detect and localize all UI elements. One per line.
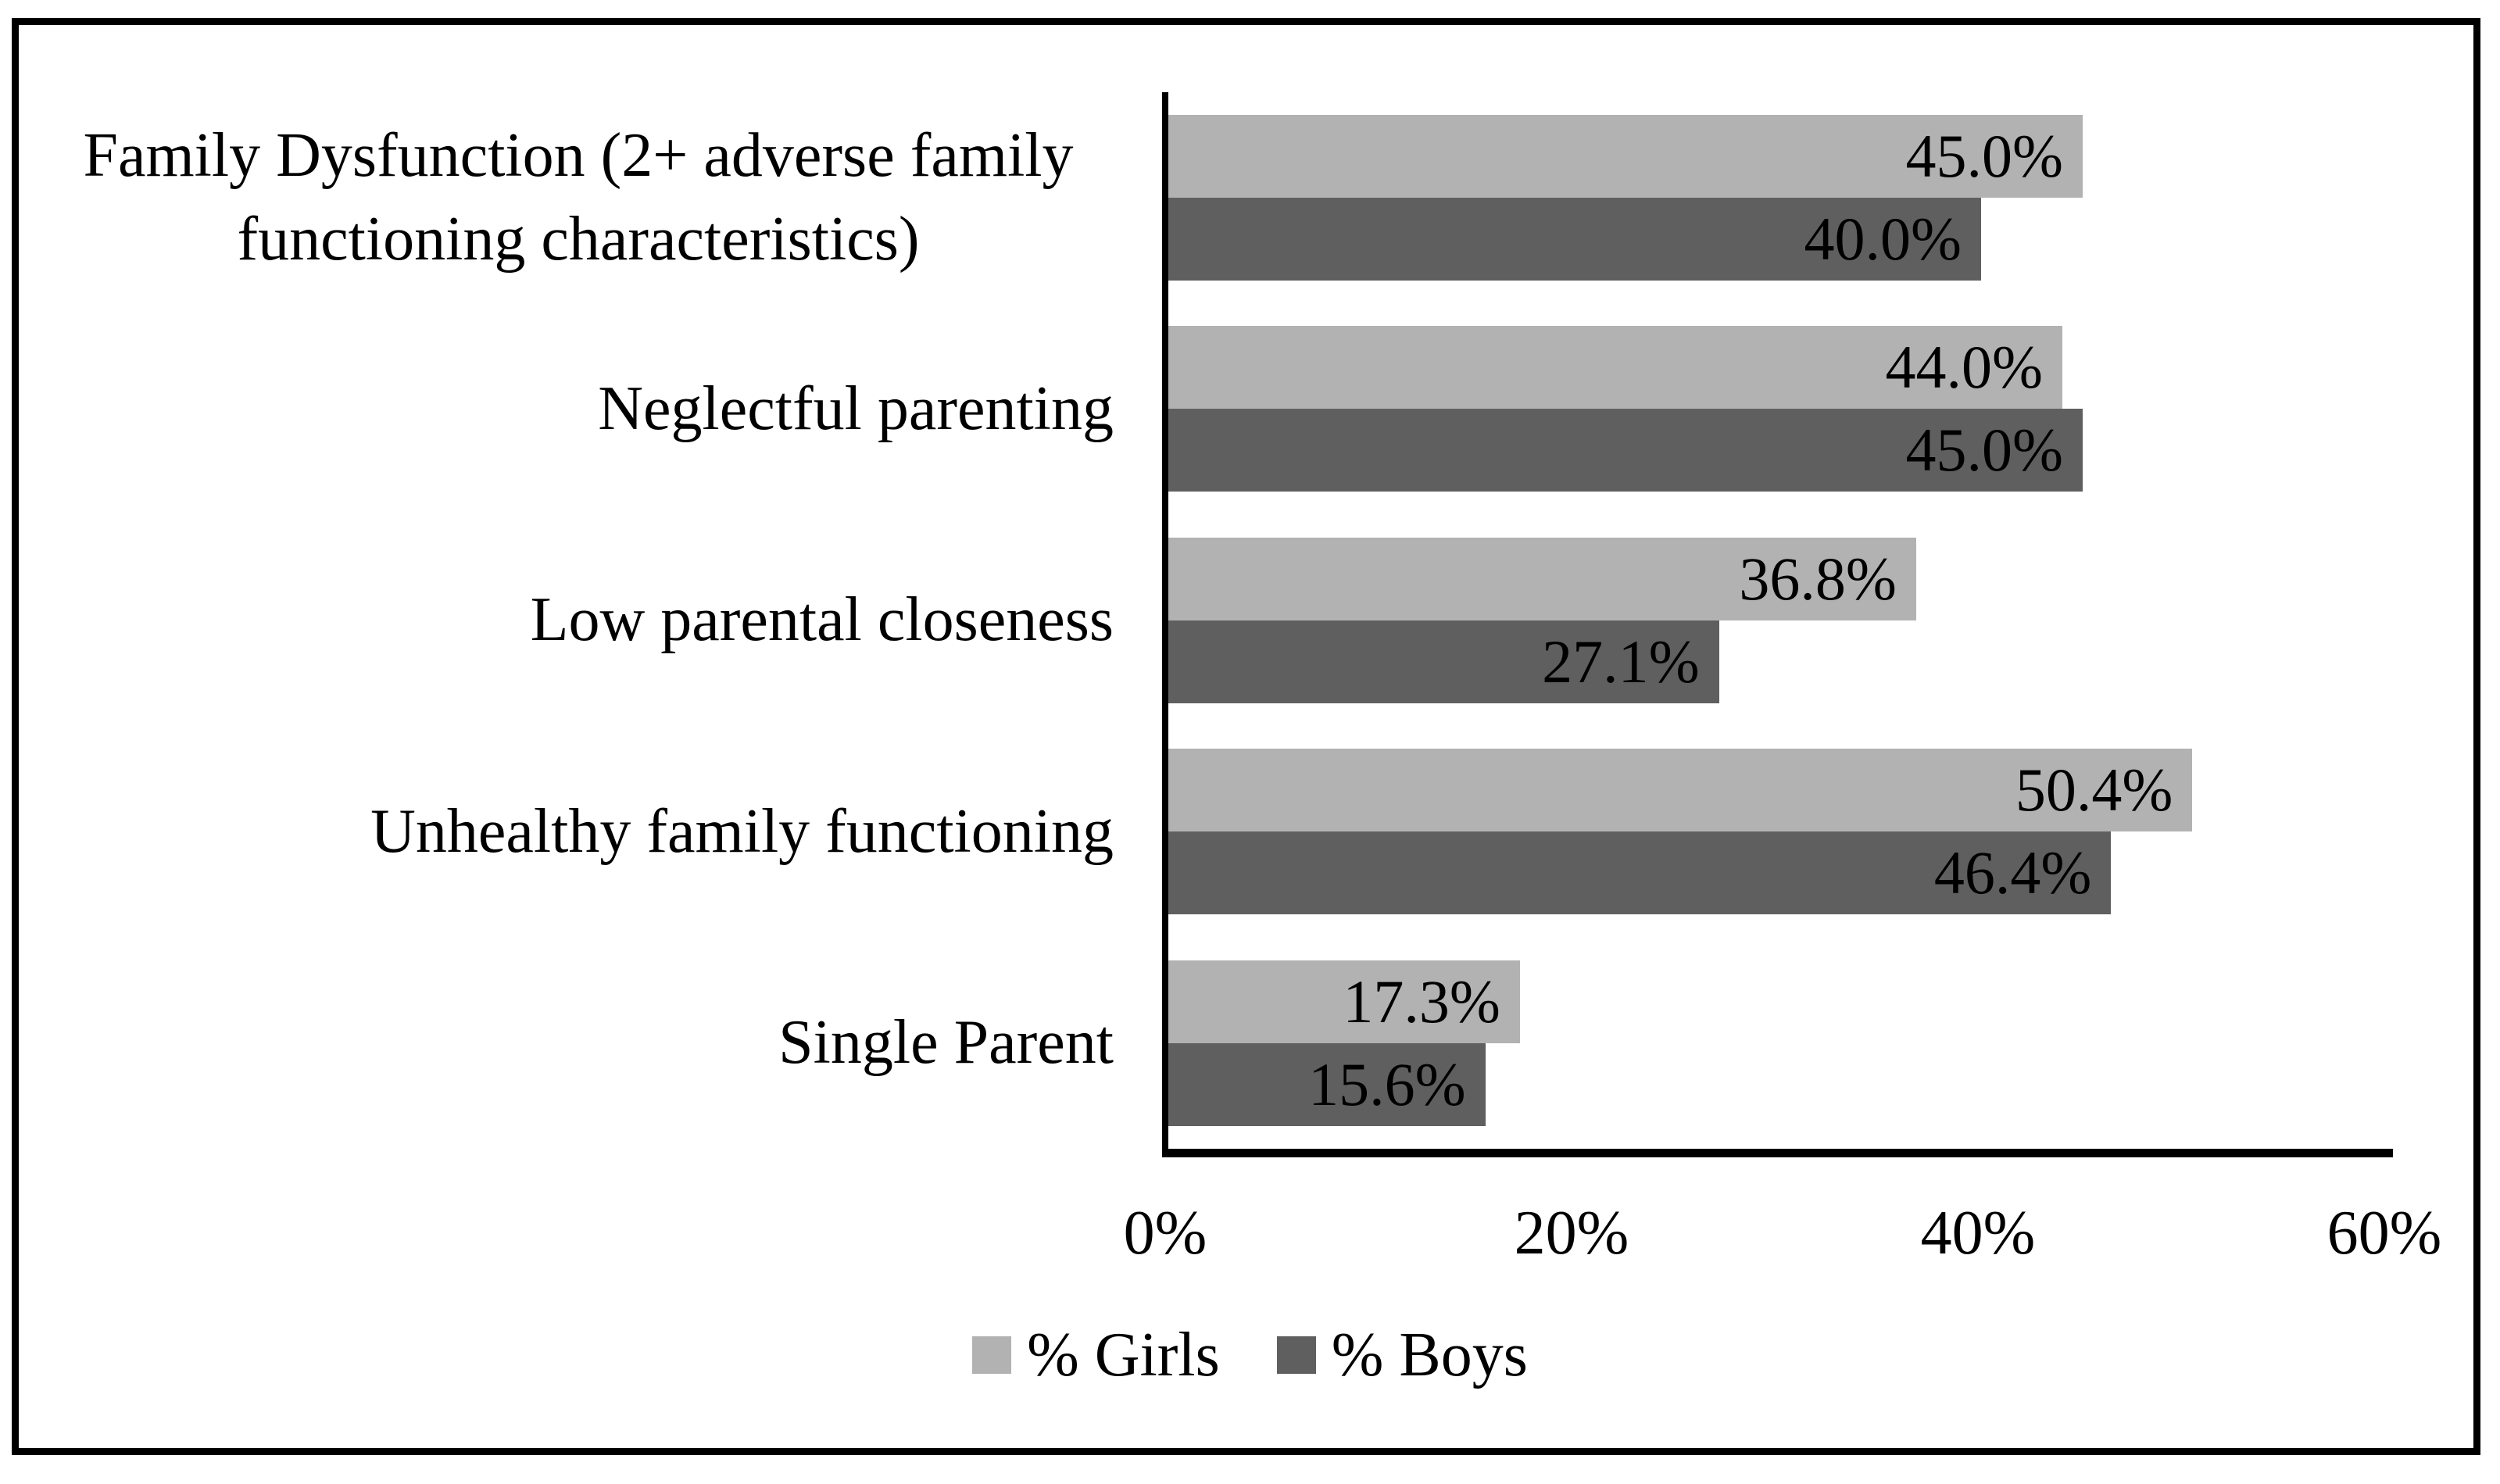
bar-boys: 40.0%	[1168, 198, 1981, 281]
category-label: Single Parent	[31, 938, 1114, 1149]
y-axis-line	[1162, 92, 1168, 1157]
legend: % Girls % Boys	[0, 1321, 2500, 1389]
category-label: Family Dysfunction (2+ adverse family fu…	[31, 92, 1114, 303]
legend-entry-boys: % Boys	[1276, 1320, 1528, 1391]
bar-value-label: 45.0%	[1905, 416, 2063, 485]
x-tick-label: 0%	[1123, 1199, 1207, 1268]
bar-girls: 36.8%	[1168, 537, 1916, 620]
x-axis-line	[1162, 1149, 2393, 1157]
bar-value-label: 50.4%	[2015, 756, 2173, 824]
category-label-text: Unhealthy family functioning	[370, 796, 1114, 866]
bar-value-label: 27.1%	[1542, 627, 1700, 696]
x-tick-label: 60%	[2327, 1199, 2442, 1268]
bar-girls: 50.4%	[1168, 749, 2193, 832]
category-label-text: Family Dysfunction (2+ adverse family fu…	[83, 121, 1074, 274]
category-label-text: Low parental closeness	[530, 585, 1114, 655]
legend-entry-girls: % Girls	[972, 1320, 1220, 1391]
category-label: Unhealthy family functioning	[31, 726, 1114, 937]
bar-boys: 46.4%	[1168, 831, 2112, 915]
x-tick-label: 40%	[1920, 1199, 2036, 1268]
bar-value-label: 15.6%	[1308, 1050, 1466, 1118]
x-tick-label: 20%	[1514, 1199, 1629, 1268]
bar-boys: 15.6%	[1168, 1042, 1486, 1126]
legend-label: % Boys	[1331, 1320, 1528, 1389]
bar-boys: 45.0%	[1168, 409, 2083, 492]
bar-value-label: 17.3%	[1343, 967, 1500, 1035]
category-label-text: Neglectful parenting	[598, 374, 1114, 443]
bar-boys: 27.1%	[1168, 620, 1719, 703]
bar-girls: 45.0%	[1168, 115, 2083, 198]
bar-value-label: 40.0%	[1804, 205, 1962, 273]
legend-swatch-icon	[1276, 1336, 1316, 1374]
category-label: Low parental closeness	[31, 515, 1114, 726]
category-label: Neglectful parenting	[31, 303, 1114, 514]
bar-girls: 44.0%	[1168, 326, 2062, 409]
bar-girls: 17.3%	[1168, 960, 1520, 1043]
legend-label: % Girls	[1027, 1320, 1220, 1389]
legend-swatch-icon	[972, 1336, 1012, 1374]
category-label-text: Single Parent	[778, 1008, 1114, 1078]
bar-value-label: 36.8%	[1739, 544, 1897, 613]
bar-value-label: 45.0%	[1905, 122, 2063, 190]
bar-value-label: 44.0%	[1885, 333, 2043, 402]
bar-value-label: 46.4%	[1933, 839, 2092, 907]
